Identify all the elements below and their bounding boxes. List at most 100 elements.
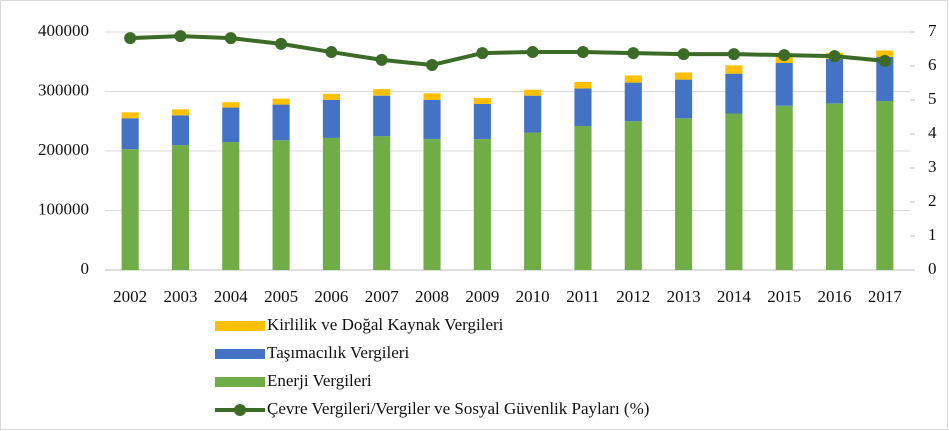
- legend-swatch: [215, 321, 265, 331]
- bar-segment: [876, 56, 894, 102]
- x-tick-label: 2014: [717, 287, 752, 306]
- line-marker: [677, 48, 690, 61]
- bar-segment: [322, 99, 340, 138]
- bar-segment: [725, 113, 743, 270]
- x-tick-label: 2008: [415, 287, 449, 306]
- bar-segment: [423, 93, 441, 100]
- bar-segment: [322, 137, 340, 270]
- bar-segment: [222, 102, 240, 108]
- line-marker: [476, 47, 489, 60]
- y-tick-label: 200000: [38, 140, 89, 159]
- bar-segment: [574, 88, 592, 127]
- bar-segment: [775, 105, 793, 270]
- y2-tick-label: 5: [928, 89, 937, 108]
- y2-tick-label: 0: [928, 259, 937, 278]
- legend-swatch: [215, 377, 265, 387]
- bar-segment: [222, 107, 240, 143]
- bar-segment: [574, 126, 592, 270]
- x-tick-label: 2011: [566, 287, 599, 306]
- line-marker: [878, 54, 891, 67]
- y2-tick-label: 4: [928, 123, 937, 142]
- bar-segment: [373, 136, 391, 270]
- bar-segment: [121, 118, 139, 150]
- bar-segment: [624, 75, 642, 83]
- x-tick-label: 2004: [214, 287, 249, 306]
- bar-segment: [222, 142, 240, 270]
- line-marker: [828, 50, 841, 63]
- x-tick-label: 2002: [113, 287, 147, 306]
- bar-segment: [624, 82, 642, 122]
- line-marker: [426, 58, 439, 71]
- bar-segment: [725, 73, 743, 114]
- bar-segment: [524, 132, 542, 270]
- line-marker: [576, 46, 589, 59]
- bar-segment: [121, 149, 139, 270]
- line-marker: [375, 53, 388, 66]
- legend-marker: [234, 404, 246, 416]
- y2-tick-label: 6: [928, 55, 937, 74]
- legend-swatch: [215, 349, 265, 359]
- bar-segment: [675, 79, 693, 119]
- line-marker: [778, 49, 791, 62]
- y2-tick-label: 1: [928, 225, 937, 244]
- bar-segment: [775, 62, 793, 106]
- bar-segment: [876, 50, 894, 57]
- bar-segment: [524, 89, 542, 96]
- bar-segment: [171, 115, 190, 146]
- line-marker: [124, 32, 137, 45]
- y-tick-label: 400000: [38, 21, 89, 40]
- line-marker: [727, 48, 740, 61]
- bar-segment: [825, 58, 844, 104]
- legend-label: Çevre Vergileri/Vergiler ve Sosyal Güven…: [267, 399, 649, 418]
- bar-segment: [272, 104, 290, 141]
- x-tick-label: 2006: [314, 287, 348, 306]
- x-tick-label: 2017: [868, 287, 903, 306]
- x-tick-label: 2016: [818, 287, 852, 306]
- bar-segment: [876, 101, 894, 271]
- line-marker: [224, 32, 237, 45]
- y-tick-label: 100000: [38, 199, 89, 218]
- bar-segment: [675, 72, 693, 80]
- bar-segment: [373, 95, 391, 137]
- bar-segment: [121, 112, 139, 119]
- bar-segment: [675, 118, 693, 271]
- y2-tick-label: 7: [928, 21, 937, 40]
- bar-segment: [473, 103, 491, 140]
- bar-segment: [473, 139, 491, 270]
- x-tick-label: 2009: [465, 287, 499, 306]
- line-marker: [325, 46, 338, 59]
- bar-segment: [624, 121, 642, 270]
- y-tick-label: 300000: [38, 80, 89, 99]
- x-tick-label: 2005: [264, 287, 298, 306]
- x-tick-label: 2012: [616, 287, 650, 306]
- x-tick-label: 2007: [365, 287, 400, 306]
- y-tick-label: 0: [81, 259, 90, 278]
- bar-segment: [473, 98, 491, 104]
- x-tick-label: 2013: [667, 287, 701, 306]
- bar-segment: [171, 109, 190, 116]
- bar-segment: [725, 65, 743, 74]
- y2-tick-label: 2: [928, 191, 937, 210]
- y2-tick-label: 3: [928, 157, 937, 176]
- bar-segment: [574, 81, 592, 89]
- bar-segment: [171, 145, 190, 270]
- x-tick-label: 2003: [163, 287, 197, 306]
- bar-segment: [373, 89, 391, 96]
- line-marker: [275, 37, 288, 50]
- legend-label: Kirlilik ve Doğal Kaynak Vergileri: [267, 315, 504, 334]
- line-marker: [627, 47, 640, 60]
- bar-segment: [272, 98, 290, 105]
- line-series: [130, 34, 886, 67]
- line-marker: [526, 46, 539, 59]
- x-tick-label: 2010: [516, 287, 550, 306]
- legend-label: Enerji Vergileri: [267, 371, 372, 390]
- bar-segment: [825, 103, 844, 271]
- legend-label: Taşımacılık Vergileri: [267, 343, 409, 362]
- bar-segment: [322, 93, 340, 100]
- line-marker: [174, 30, 187, 43]
- bar-segment: [423, 99, 441, 140]
- bar-segment: [423, 139, 441, 270]
- bar-segment: [524, 95, 542, 133]
